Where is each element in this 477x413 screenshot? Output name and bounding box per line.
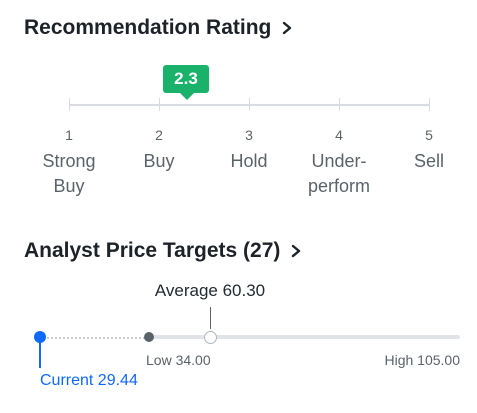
rating-tick	[69, 98, 70, 111]
rating-scale-number: 4	[335, 127, 343, 143]
rating-scale-number: 2	[155, 127, 163, 143]
rating-label-line: Buy	[53, 176, 85, 196]
average-target-label: Average 60.30	[154, 281, 266, 300]
rating-score-badge: 2.3	[163, 65, 209, 93]
rating-scale-number: 1	[65, 127, 73, 143]
rating-label-line: Sell	[413, 151, 444, 171]
rating-scale-number: 3	[245, 127, 253, 143]
current-to-low-dotted-line	[40, 337, 149, 339]
rating-label-hold: Hold	[199, 149, 299, 174]
average-target-stem	[210, 307, 211, 329]
rating-label-strong-buy: Strong Buy	[19, 149, 119, 199]
current-price-marker	[34, 331, 46, 343]
rating-tick	[429, 98, 430, 111]
rating-label-line: Under-	[311, 151, 367, 171]
rating-label-line: perform	[307, 176, 370, 196]
current-price-label: Current 29.44	[40, 372, 138, 389]
rating-label-underperform: Under- perform	[289, 149, 389, 199]
analyst-price-targets-link[interactable]: Analyst Price Targets (27)	[24, 239, 306, 263]
rating-label-line: Strong	[42, 151, 96, 171]
rating-label-buy: Buy	[109, 149, 209, 174]
rating-label-line: Hold	[230, 151, 268, 171]
average-target-marker	[204, 331, 217, 344]
rating-tick	[159, 98, 160, 111]
rating-label-line: Buy	[143, 151, 175, 171]
rating-label-sell: Sell	[379, 149, 477, 174]
low-target-label: Low 34.00	[146, 352, 211, 368]
low-target-marker	[144, 332, 154, 342]
rating-score-pointer	[180, 93, 194, 100]
chevron-right-icon	[292, 244, 301, 258]
recommendation-rating-link[interactable]: Recommendation Rating	[24, 16, 297, 40]
target-range-bar	[149, 335, 460, 339]
rating-tick	[249, 98, 250, 111]
recommendation-rating-title: Recommendation Rating	[24, 16, 272, 39]
chevron-right-icon	[283, 21, 292, 35]
price-targets-title: Analyst Price Targets (27)	[24, 239, 281, 262]
rating-scale-number: 5	[425, 127, 433, 143]
rating-tick	[339, 98, 340, 111]
current-price-stem	[39, 340, 41, 368]
high-target-label: High 105.00	[384, 352, 460, 368]
